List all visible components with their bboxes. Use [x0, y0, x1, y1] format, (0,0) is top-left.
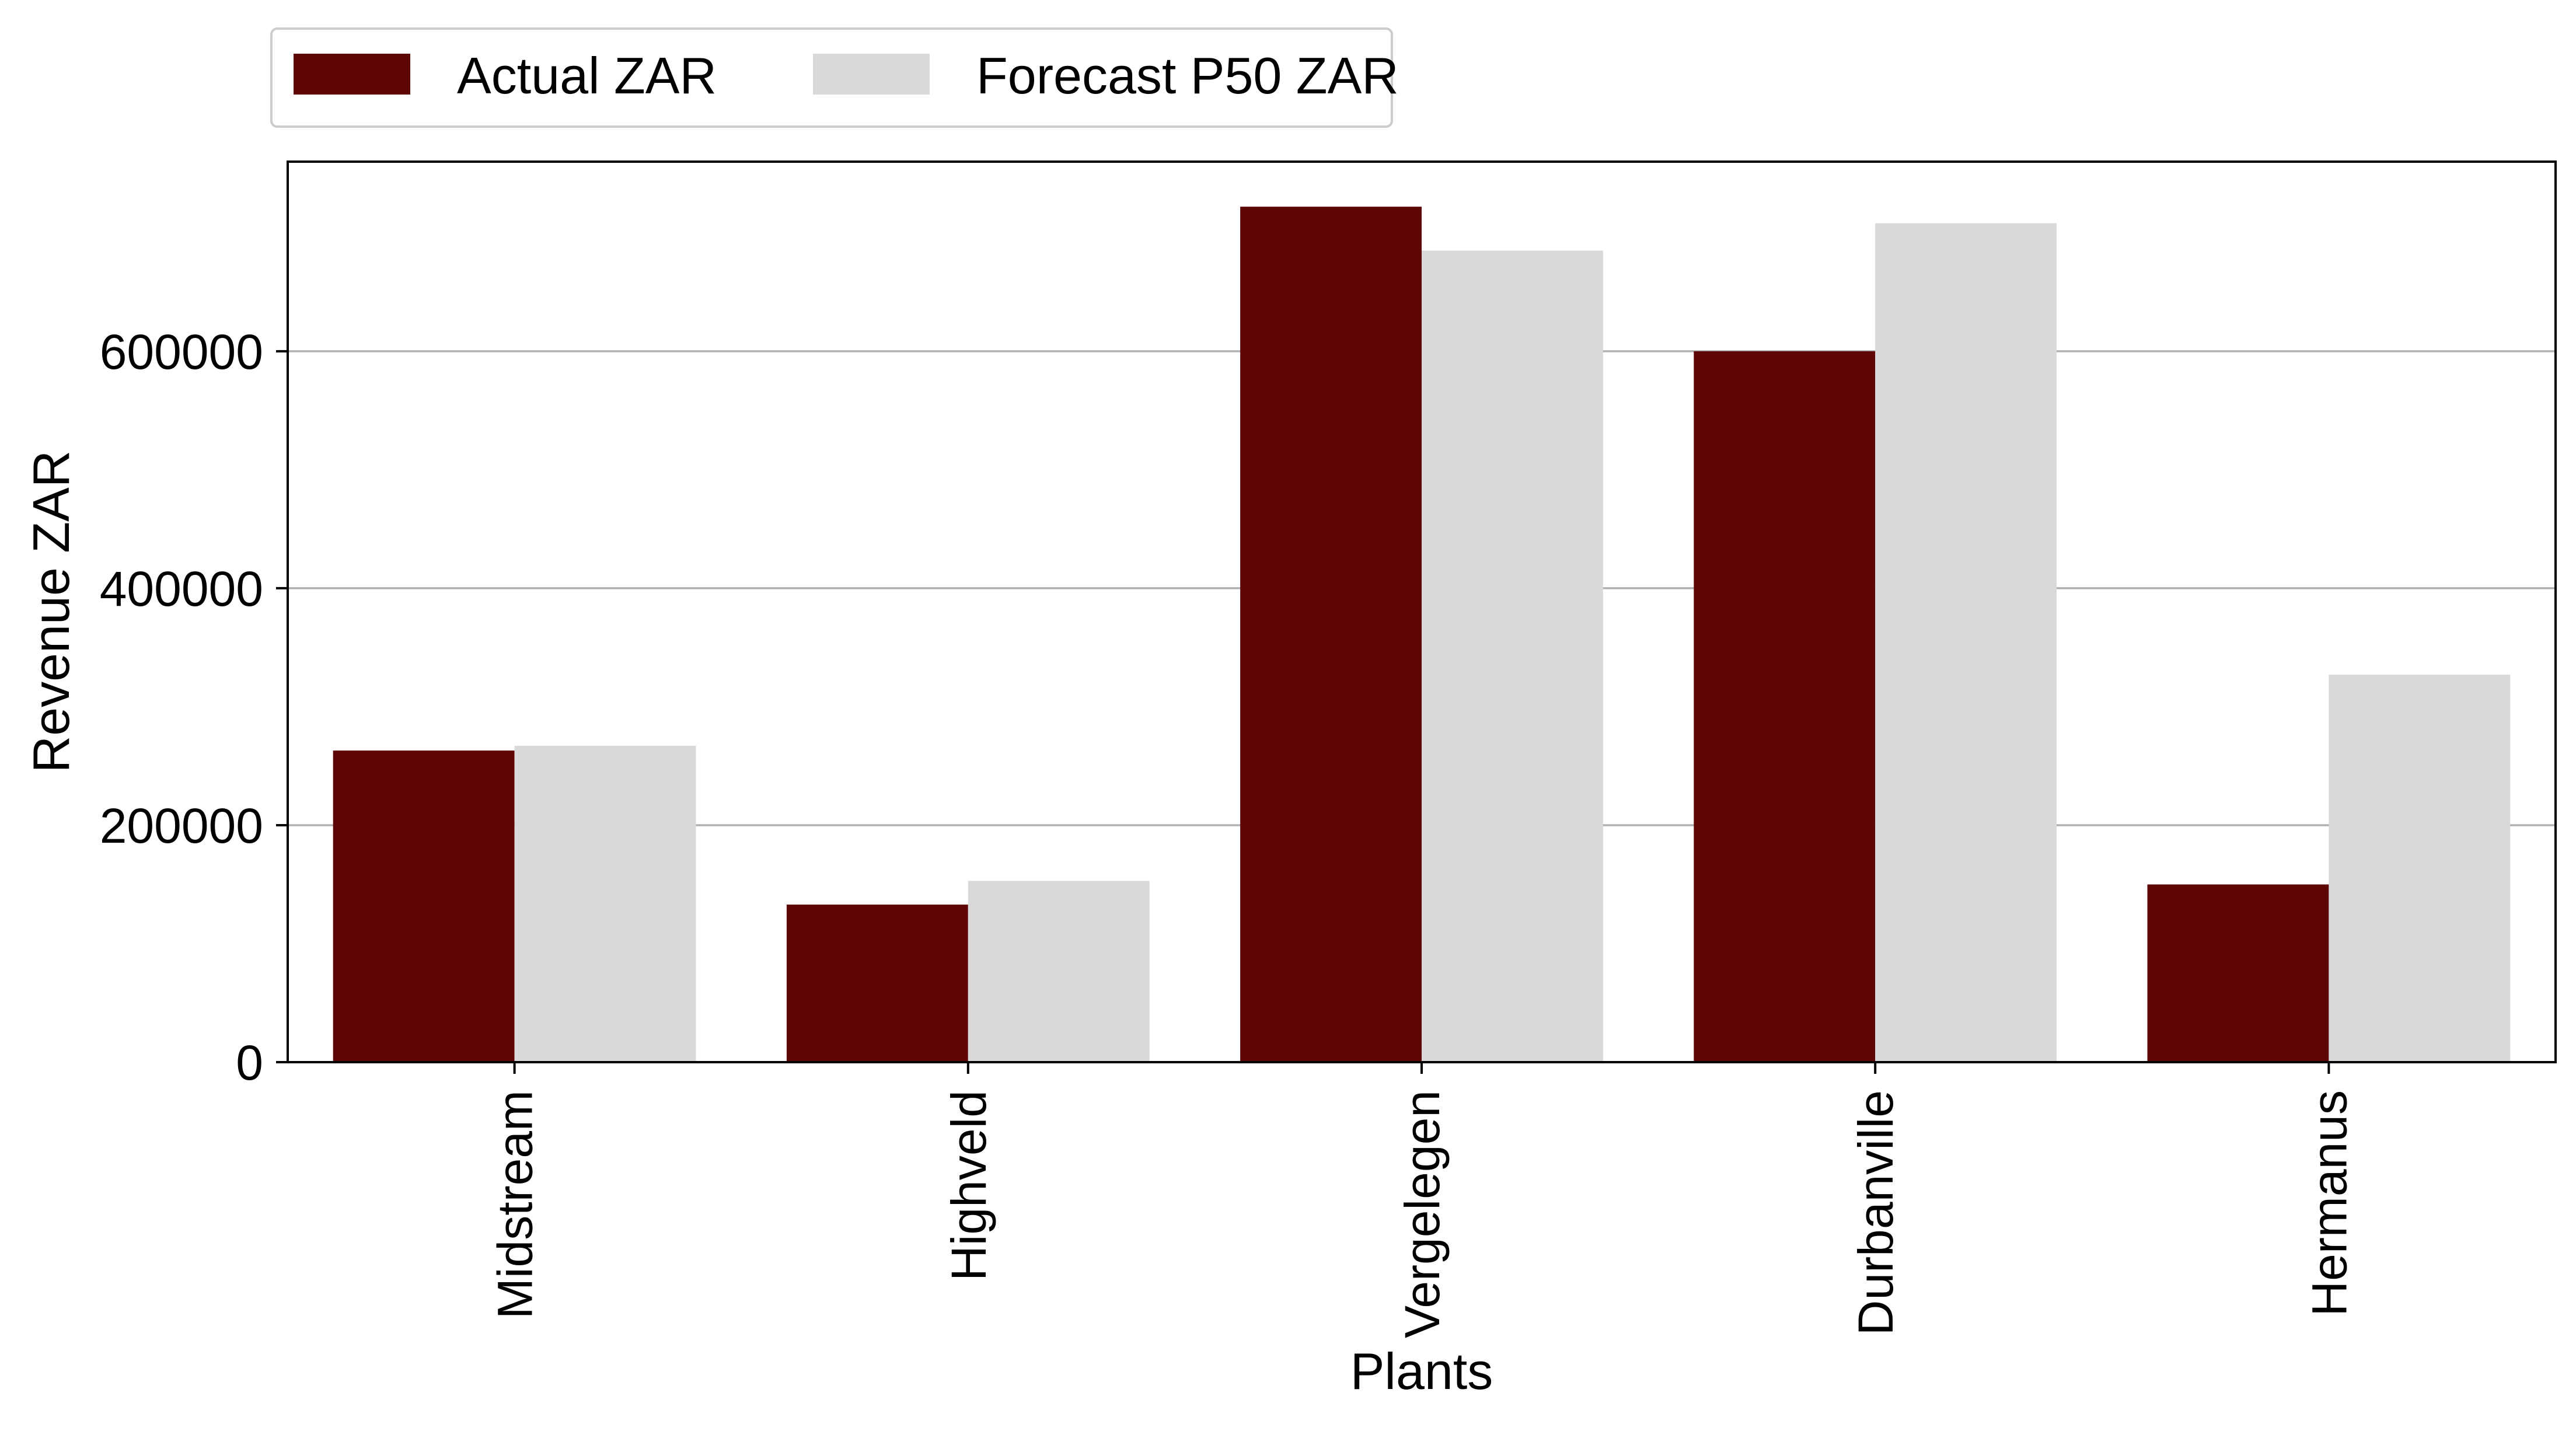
bar-actual-vergelegen — [1240, 207, 1422, 1062]
bar-actual-hermanus — [2147, 884, 2329, 1062]
bar-actual-midstream — [333, 751, 515, 1062]
legend-swatch-forecast — [813, 54, 930, 95]
y-axis: 0 200000 400000 600000 — [100, 324, 288, 1090]
legend-label-actual: Actual ZAR — [457, 47, 717, 104]
y-tick-label: 600000 — [100, 324, 263, 379]
bar-forecast-highveld — [968, 881, 1150, 1062]
x-tick-label: Midstream — [488, 1090, 543, 1319]
bar-actual-highveld — [786, 904, 968, 1062]
x-tick-label: Highveld — [941, 1090, 996, 1281]
x-tick-label: Hermanus — [2302, 1090, 2357, 1316]
bars — [333, 207, 2511, 1063]
legend-swatch-actual — [294, 54, 410, 95]
y-tick-label: 400000 — [100, 561, 263, 616]
legend: Actual ZAR Forecast P50 ZAR — [270, 27, 1399, 128]
x-tick-label: Vergelegen — [1395, 1090, 1450, 1338]
x-axis: Midstream Highveld Vergelegen Durbanville He… — [488, 1062, 2357, 1338]
y-tick-label: 200000 — [100, 798, 263, 853]
bar-forecast-vergelegen — [1422, 250, 1603, 1062]
y-axis-title: Revenue ZAR — [22, 451, 80, 773]
x-tick-label: Durbanville — [1848, 1090, 1903, 1335]
bar-forecast-hermanus — [2329, 675, 2511, 1062]
legend-label-forecast: Forecast P50 ZAR — [976, 47, 1399, 104]
y-tick-label: 0 — [236, 1035, 263, 1090]
x-axis-title: Plants — [1350, 1342, 1493, 1400]
bar-forecast-midstream — [514, 745, 696, 1062]
bar-forecast-durbanville — [1875, 223, 2057, 1062]
bar-actual-durbanville — [1694, 351, 1876, 1063]
